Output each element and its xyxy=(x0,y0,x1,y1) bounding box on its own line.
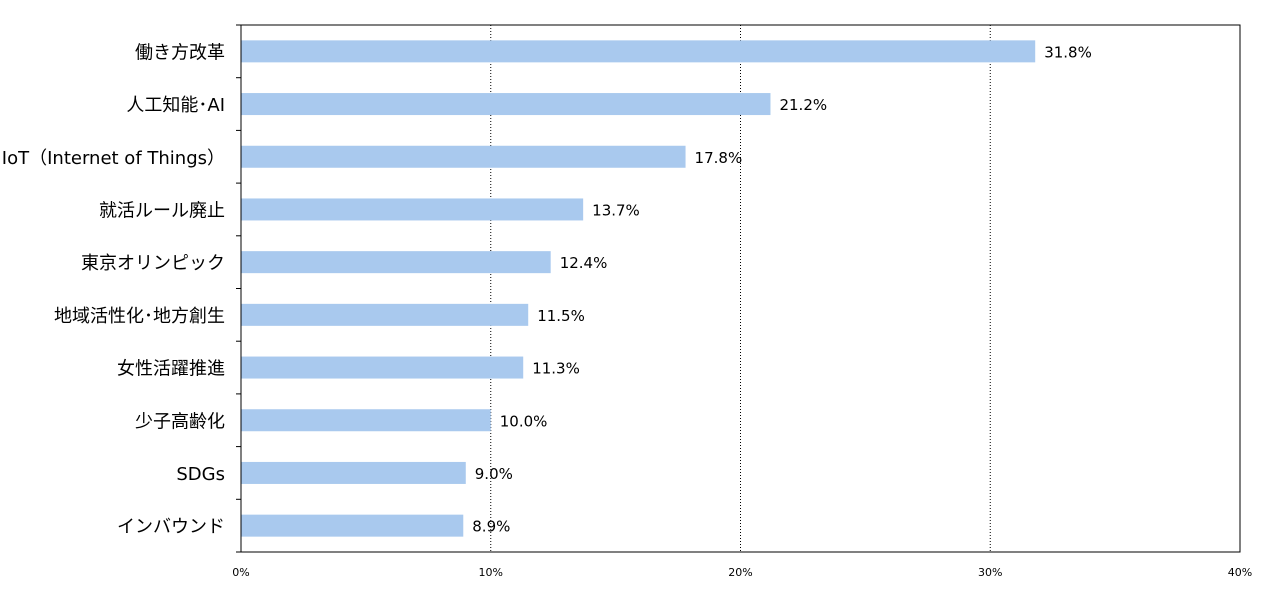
value-label: 12.4% xyxy=(560,254,608,272)
value-label: 21.2% xyxy=(779,96,827,114)
bar xyxy=(241,40,1036,63)
bar xyxy=(241,514,464,537)
category-label: 人工知能･AI xyxy=(126,95,225,116)
bar xyxy=(241,93,771,116)
value-label: 10.0% xyxy=(500,412,548,430)
x-tick-labels: 0% 10% 20% 30% 40% xyxy=(232,566,1252,579)
bar xyxy=(241,461,466,484)
category-label: 地域活性化･地方創生 xyxy=(54,306,225,327)
bar xyxy=(241,356,524,379)
category-label: 就活ルール廃止 xyxy=(99,200,225,221)
x-tick-label: 20% xyxy=(728,566,752,579)
bar xyxy=(241,409,491,432)
x-tick-label: 40% xyxy=(1228,566,1252,579)
value-label: 11.3% xyxy=(532,360,580,378)
category-label: 少子高齢化 xyxy=(135,411,225,432)
value-label: 17.8% xyxy=(695,149,743,167)
value-label: 8.9% xyxy=(472,518,510,536)
bar xyxy=(241,303,529,326)
x-tick-label: 10% xyxy=(479,566,503,579)
category-label: IoT（Internet of Things） xyxy=(2,148,225,169)
x-tick-label: 0% xyxy=(232,566,249,579)
bar xyxy=(241,198,584,221)
category-label: 働き方改革 xyxy=(135,42,225,63)
category-label: 東京オリンピック xyxy=(81,253,225,274)
y-axis-ticks xyxy=(236,24,241,553)
value-label: 31.8% xyxy=(1044,43,1092,61)
category-label: 女性活躍推進 xyxy=(117,359,225,380)
category-label: インバウンド xyxy=(117,517,225,538)
category-label: SDGs xyxy=(176,464,225,485)
bars xyxy=(241,40,1036,537)
bar xyxy=(241,145,686,168)
value-label: 11.5% xyxy=(537,307,585,325)
x-tick-label: 30% xyxy=(978,566,1002,579)
bar xyxy=(241,251,551,274)
value-label: 9.0% xyxy=(475,465,513,483)
value-labels: 31.8% 21.2% 17.8% 13.7% 12.4% 11.5% 11.3% 10.0%… xyxy=(472,43,1092,535)
value-label: 13.7% xyxy=(592,201,640,219)
